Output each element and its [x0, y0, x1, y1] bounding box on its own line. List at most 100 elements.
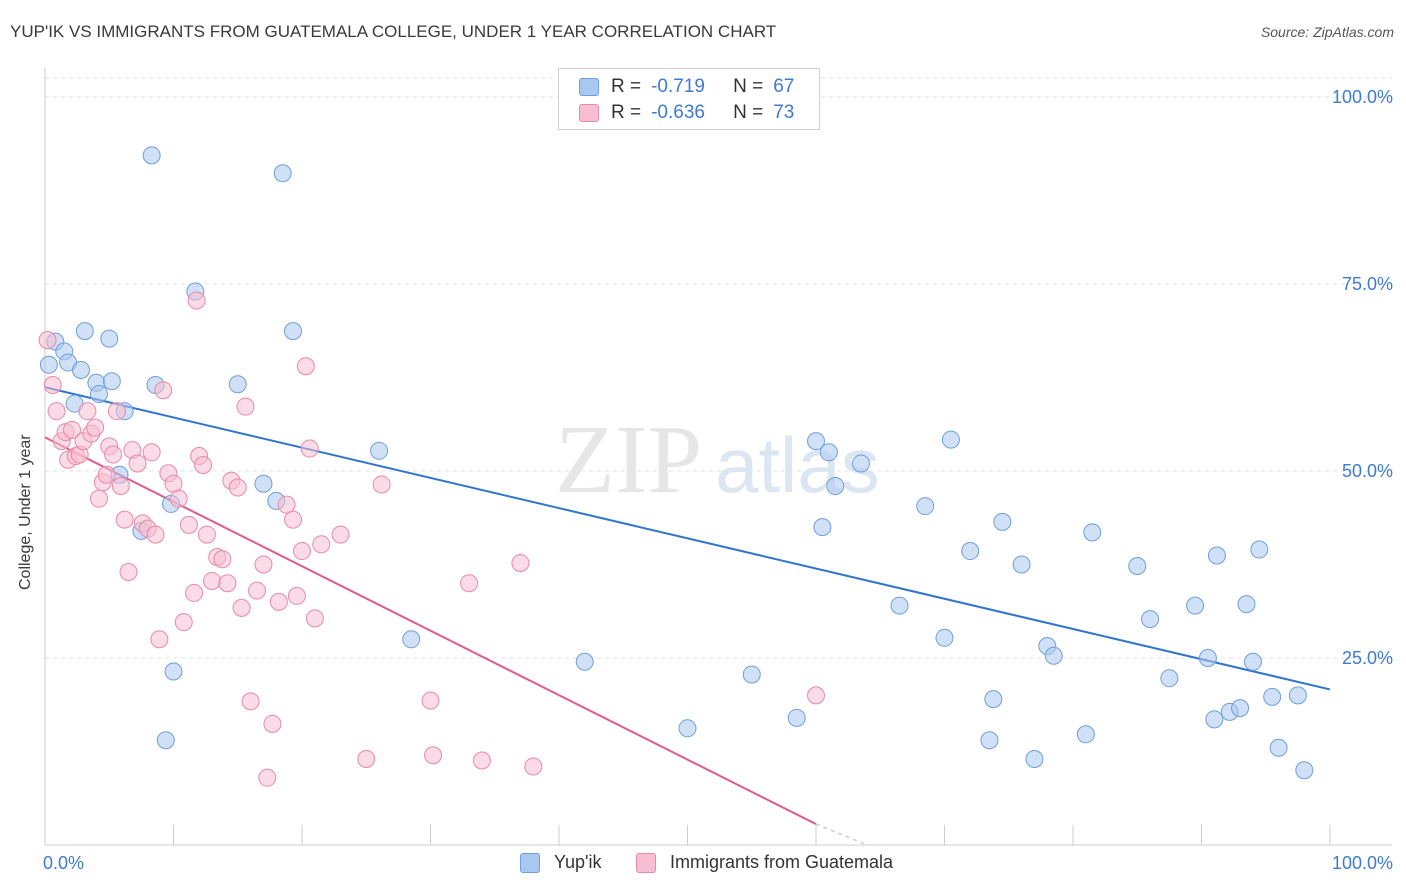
guatemala-point [305, 609, 324, 628]
yupik-point [1025, 749, 1044, 768]
guatemala-point [38, 331, 57, 350]
gridlines [45, 77, 1392, 659]
guatemala-point [424, 746, 443, 765]
legend-label-yupik: Yup'ik [554, 852, 602, 872]
yupik-point [1160, 669, 1179, 688]
guatemala-point [203, 571, 222, 590]
yupik-point [678, 719, 697, 738]
legend-item-guatemala[interactable]: Immigrants from Guatemala [636, 852, 893, 873]
guatemala-point [284, 510, 303, 529]
guatemala-point [372, 475, 391, 494]
legend-swatch-yupik [579, 78, 599, 96]
yupik-point [1250, 540, 1269, 559]
yupik-point [742, 665, 761, 684]
yupik-point [819, 443, 838, 462]
yupik-point [164, 662, 183, 681]
legend-n-value: 67 [773, 76, 795, 97]
yupik-point [1205, 710, 1224, 729]
y-axis-label: College, Under 1 year [17, 434, 34, 590]
guatemala-point [331, 525, 350, 544]
yupik-point [1263, 687, 1282, 706]
yupik-trend-line [44, 386, 1331, 691]
yupik-point [851, 454, 870, 473]
guatemala-point [312, 535, 331, 554]
legend-n-value: 73 [773, 102, 795, 123]
guatemala-point [236, 397, 255, 416]
yupik-point [1288, 686, 1307, 705]
yupik-point [1269, 738, 1288, 757]
guatemala-point [197, 525, 216, 544]
chart-title: YUP'IK VS IMMIGRANTS FROM GUATEMALA COLL… [10, 22, 777, 41]
legend-n-label: N = [733, 102, 764, 123]
guatemala-point [111, 476, 130, 495]
guatemala-point [296, 357, 315, 376]
guatemala-point [104, 445, 123, 464]
guatemala-point [185, 583, 204, 602]
guatemala-point [248, 581, 267, 600]
yupik-point [941, 430, 960, 449]
guatemala-point [460, 574, 479, 593]
guatemala-point [277, 495, 296, 514]
x-tick-label: 100.0% [1332, 853, 1393, 873]
guatemala-point [511, 554, 530, 573]
yupik-point [813, 518, 832, 537]
yupik-point [1128, 556, 1147, 575]
source-label: Source: ZipAtlas.com [1260, 24, 1394, 40]
legend-r-value: -0.719 [651, 76, 705, 97]
x-tick-label: 0.0% [43, 853, 84, 873]
guatemala-point [174, 613, 193, 632]
guatemala-point [232, 598, 251, 617]
guatemala-point [154, 381, 173, 400]
legend-item-yupik[interactable]: Yup'ik [520, 852, 601, 873]
guatemala-point [524, 757, 543, 776]
legend-row-yupik: R = -0.719 N = 67 [579, 76, 794, 98]
yupik-point [1198, 649, 1217, 667]
yupik-point [1076, 725, 1095, 744]
yupik-point [1012, 555, 1031, 574]
yupik-point [142, 146, 161, 165]
yupik-point [826, 476, 845, 495]
y-tick-label: 100.0% [1332, 87, 1393, 107]
guatemala-point [47, 402, 66, 421]
yupik-point [916, 497, 935, 516]
guatemala-point [807, 686, 825, 705]
guatemala-point [194, 456, 213, 475]
series-legend: Yup'ik Immigrants from Guatemala [0, 852, 1406, 876]
guatemala-point [228, 478, 247, 497]
guatemala-point [218, 574, 237, 593]
tick-labels: 25.0% 50.0% 75.0% 100.0% 0.0% 100.0% [43, 87, 1393, 873]
yupik-point [100, 329, 119, 348]
guatemala-point [128, 454, 147, 473]
yupik-point [284, 322, 303, 341]
yupik-point [102, 372, 121, 391]
legend-swatch-guatemala [636, 852, 656, 873]
yupik-point [71, 361, 90, 380]
guatemala-point [421, 691, 440, 710]
guatemala-point [213, 550, 232, 569]
guatemala-point [187, 291, 206, 310]
guatemala-point [263, 714, 282, 733]
yupik-point [1243, 652, 1262, 671]
guatemala-point [89, 489, 108, 508]
guatemala-point [142, 443, 161, 462]
guatemala-point [300, 439, 319, 458]
yupik-point [807, 432, 825, 451]
stats-legend: R = -0.719 N = 67 R = -0.636 N = 73 [558, 68, 820, 130]
legend-swatch-yupik [520, 852, 540, 873]
guatemala-point [86, 418, 105, 437]
yupik-point [1237, 595, 1256, 614]
guatemala-trend-extension [815, 823, 868, 846]
yupik-point [228, 375, 247, 394]
legend-n-label: N = [733, 76, 764, 97]
legend-row-guatemala: R = -0.636 N = 73 [579, 102, 794, 124]
guatemala-point [78, 402, 97, 421]
guatemala-point [62, 420, 81, 439]
guatemala-point [241, 692, 260, 711]
data-points [38, 146, 1314, 787]
yupik-point [935, 628, 954, 647]
guatemala-point [119, 562, 138, 581]
guatemala-point [115, 510, 134, 529]
yupik-point [1231, 699, 1250, 718]
yupik-point [1207, 546, 1226, 565]
